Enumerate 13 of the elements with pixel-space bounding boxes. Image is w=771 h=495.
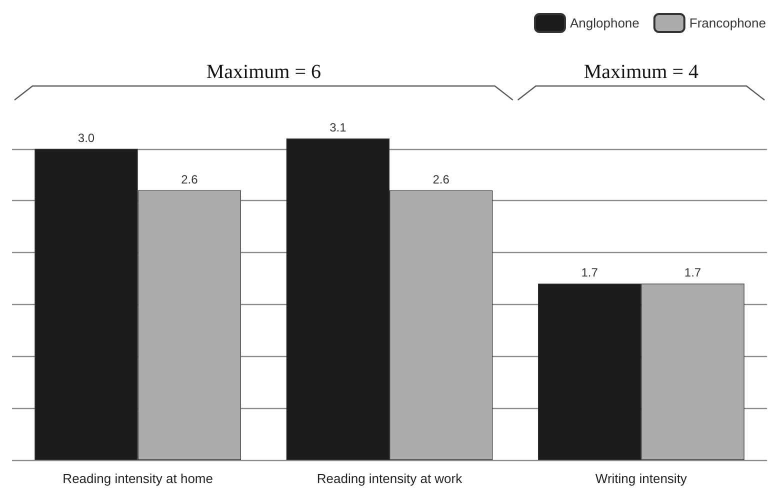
data-label: 2.6	[181, 172, 198, 186]
legend-label: Francophone	[689, 16, 766, 30]
data-label: 1.7	[684, 266, 702, 280]
data-label: 3.1	[330, 120, 347, 134]
data-label: 1.7	[581, 266, 598, 280]
data-label: 3.0	[78, 130, 95, 145]
text: Maximum = 4	[584, 61, 698, 83]
legend-label: Anglophone	[570, 16, 640, 30]
x-tick-label: Reading intensity at home	[62, 471, 213, 486]
data-label: 2.6	[432, 172, 450, 186]
text: Maximum = 6	[206, 61, 321, 83]
x-tick-label: Reading intensity at work	[316, 471, 463, 486]
x-tick-label: Writing intensity	[595, 471, 688, 486]
